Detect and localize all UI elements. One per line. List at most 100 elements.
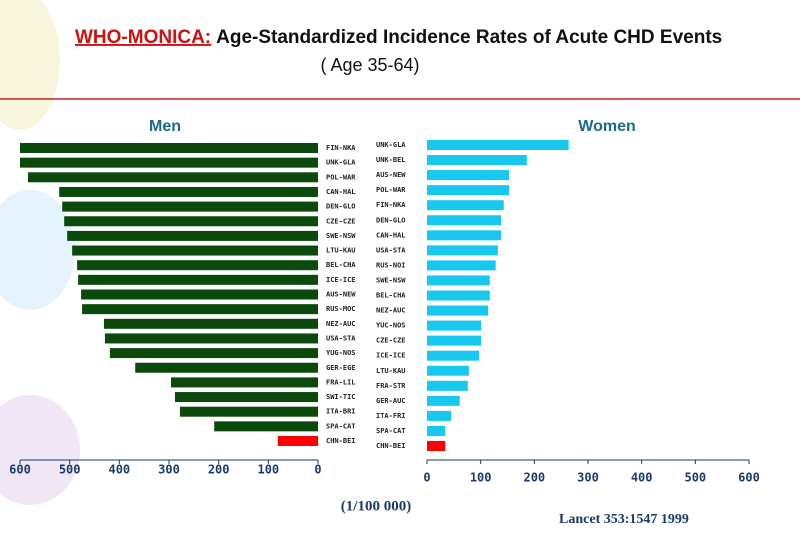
category-label: CZE-CZE: [326, 217, 356, 225]
x-tick-label: 500: [684, 471, 706, 485]
x-tick-label: 300: [158, 463, 180, 477]
x-tick-label: 400: [108, 463, 130, 477]
category-label: DEN-GLO: [326, 203, 356, 211]
title-main: Age-Standardized Incidence Rates of Acut…: [216, 27, 722, 48]
bar: [427, 441, 446, 451]
category-label: ITA-BRI: [326, 408, 356, 416]
category-label: YUC-NOS: [376, 322, 406, 330]
bar: [104, 333, 319, 344]
bar: [427, 215, 502, 226]
category-label: RUS-NOI: [376, 261, 406, 269]
bar: [27, 172, 319, 183]
category-label: SPA-CAT: [376, 427, 406, 435]
bar: [59, 186, 319, 197]
category-label: SWE-NSW: [376, 276, 406, 284]
bar: [427, 185, 510, 196]
bar: [427, 275, 490, 286]
category-label: FIN-NKA: [376, 201, 406, 209]
category-label: USA-STA: [326, 334, 356, 342]
bar: [427, 290, 490, 301]
x-tick-label: 200: [208, 463, 230, 477]
bar: [20, 143, 318, 153]
bar: [427, 410, 452, 421]
bar: [427, 365, 469, 376]
bar: [62, 201, 318, 212]
decoration: [0, 190, 75, 310]
category-label: SPA-CAT: [326, 422, 356, 430]
x-tick-label: 400: [631, 471, 653, 485]
bar: [78, 274, 318, 285]
panel-title: Men: [149, 118, 181, 135]
category-label: LTU-KAU: [376, 367, 406, 375]
x-tick-label: 300: [577, 471, 599, 485]
category-label: ICE-ICE: [376, 352, 406, 360]
bar: [427, 230, 502, 241]
category-label: LTU-KAU: [326, 247, 356, 255]
category-label: CHN-BEI: [326, 437, 356, 445]
category-label: AUS-NEW: [326, 291, 356, 299]
bar: [427, 335, 482, 346]
chart-title: WHO-MONICA: Age-Standardized Incidence Ra…: [75, 27, 722, 48]
category-label: YUG-NOS: [326, 349, 356, 357]
category-label: ITA-FRI: [376, 412, 406, 420]
bar: [427, 320, 482, 331]
category-label: UNK-GLA: [326, 159, 356, 167]
x-tick-label: 100: [470, 471, 492, 485]
bar: [179, 406, 318, 417]
bar: [427, 200, 504, 211]
category-label: ICE-ICE: [326, 276, 356, 284]
category-label: GER-EGE: [326, 364, 356, 372]
decoration: [0, 395, 80, 505]
category-label: RUS-MOC: [326, 305, 356, 313]
x-tick-label: 0: [423, 471, 430, 485]
unit-label: (1/100 000): [341, 498, 411, 514]
category-label: CAN-HAL: [326, 188, 356, 196]
bar: [64, 216, 318, 227]
category-label: AUS-NEW: [376, 171, 406, 179]
x-tick-label: 600: [9, 463, 31, 477]
bar: [277, 436, 318, 446]
source: Lancet 353:1547 1999: [559, 512, 689, 527]
bar: [82, 304, 318, 315]
bar: [427, 245, 498, 256]
category-label: CZE-CZE: [376, 337, 406, 345]
category-label: BEL-CHA: [326, 261, 356, 269]
category-label: POL-WAR: [326, 173, 356, 181]
category-label: SWI-TIC: [326, 393, 356, 401]
bar: [67, 230, 318, 241]
category-label: BEL-CHA: [376, 292, 406, 300]
category-label: CAN-HAL: [376, 231, 406, 239]
category-label: FRA-LIL: [326, 378, 356, 386]
bar: [427, 155, 527, 166]
x-tick-label: 500: [59, 463, 81, 477]
x-tick-label: 200: [523, 471, 545, 485]
subtitle: ( Age 35-64): [320, 55, 419, 75]
category-label: UNK-BEL: [376, 156, 406, 164]
bar: [427, 260, 496, 271]
title-prefix: WHO-MONICA:: [75, 27, 211, 48]
category-label: GER-AUC: [376, 397, 406, 405]
bar: [20, 157, 318, 168]
bar: [109, 348, 318, 359]
x-tick-label: 600: [738, 471, 760, 485]
bar: [427, 350, 480, 361]
bar: [174, 392, 318, 403]
category-label: SWE-NSW: [326, 232, 356, 240]
category-label: FIN-NKA: [326, 144, 356, 152]
bar: [427, 395, 460, 406]
bar: [72, 245, 319, 256]
category-label: POL-WAR: [376, 186, 406, 194]
category-label: CHN-BEI: [376, 442, 406, 450]
bar: [427, 140, 569, 150]
bar: [77, 260, 318, 271]
decoration: [0, 0, 60, 130]
bar: [81, 289, 318, 300]
panel-title: Women: [578, 118, 635, 135]
category-label: DEN-GLO: [376, 216, 406, 224]
category-label: UNK-GLA: [376, 141, 406, 149]
bar: [214, 421, 318, 432]
x-tick-label: 0: [314, 463, 321, 477]
bar: [427, 170, 510, 181]
bar: [427, 380, 468, 391]
